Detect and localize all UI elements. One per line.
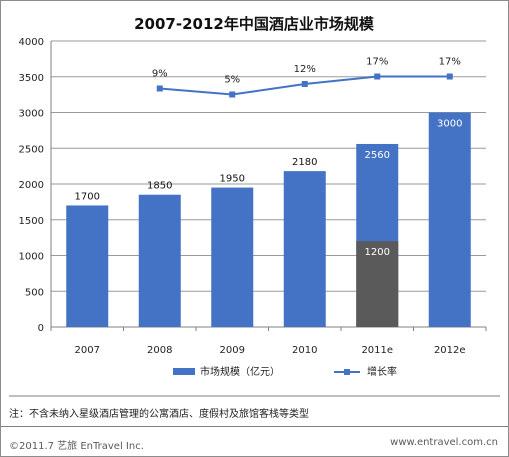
y-tick-label: 3500 xyxy=(19,73,44,84)
bar-sub-segment xyxy=(356,241,399,327)
x-tick-label: 2012e xyxy=(434,345,466,356)
bar xyxy=(428,112,471,327)
legend-bar-label: 市场规模（亿元） xyxy=(200,365,280,378)
x-tick-label: 2009 xyxy=(220,345,245,356)
y-tick-label: 2000 xyxy=(19,180,44,191)
growth-marker xyxy=(301,81,308,87)
bar-value-label: 2180 xyxy=(292,157,317,168)
y-tick-label: 1500 xyxy=(19,216,44,227)
growth-marker xyxy=(229,91,236,98)
bar-value-label: 1950 xyxy=(220,174,245,185)
bar xyxy=(211,187,254,327)
y-tick-label: 0 xyxy=(38,323,44,334)
bar xyxy=(283,171,326,327)
footer-divider xyxy=(1,426,508,427)
legend-line-marker xyxy=(344,369,350,375)
legend-line-label: 增长率 xyxy=(367,365,397,378)
x-tick-label: 2010 xyxy=(292,345,317,356)
y-tick-label: 500 xyxy=(25,287,44,298)
sub-segment-label: 1200 xyxy=(365,247,390,258)
legend-bar-swatch xyxy=(173,368,195,375)
bar-value-label: 1700 xyxy=(75,191,100,202)
growth-value-label: 17% xyxy=(366,57,388,68)
bar-value-label: 2560 xyxy=(365,150,390,161)
growth-value-label: 17% xyxy=(439,57,461,68)
x-tick-label: 2007 xyxy=(75,345,100,356)
growth-value-label: 5% xyxy=(224,75,240,86)
growth-marker xyxy=(374,73,381,80)
x-tick-label: 2008 xyxy=(147,345,172,356)
growth-marker xyxy=(156,85,163,92)
chart-canvas: 2007-2012年中国酒店业市场规模 0 500 1000 1500 2000 2500 3… xyxy=(9,15,500,397)
bar xyxy=(66,205,109,327)
x-tick-label: 2011e xyxy=(361,345,393,356)
copyright-text: ©2011.7 艺旅 EnTravel Inc. xyxy=(9,441,144,452)
website-link: www.entravel.com.cn xyxy=(390,437,498,448)
bar-value-label: 1850 xyxy=(147,181,172,192)
growth-marker xyxy=(446,73,453,80)
y-tick-label: 1000 xyxy=(19,252,44,263)
y-tick-label: 2500 xyxy=(19,144,44,155)
growth-value-label: 9% xyxy=(152,69,168,80)
growth-value-label: 12% xyxy=(294,64,316,75)
footnote: 注：不含未纳入星级酒店管理的公寓酒店、度假村及旅馆客栈等类型 xyxy=(9,409,309,420)
bar xyxy=(138,194,181,327)
bar-value-label: 3000 xyxy=(437,119,462,130)
y-tick-label: 4000 xyxy=(19,37,44,48)
chart-title: 2007-2012年中国酒店业市场规模 xyxy=(134,15,375,33)
y-tick-label: 3000 xyxy=(19,109,44,120)
